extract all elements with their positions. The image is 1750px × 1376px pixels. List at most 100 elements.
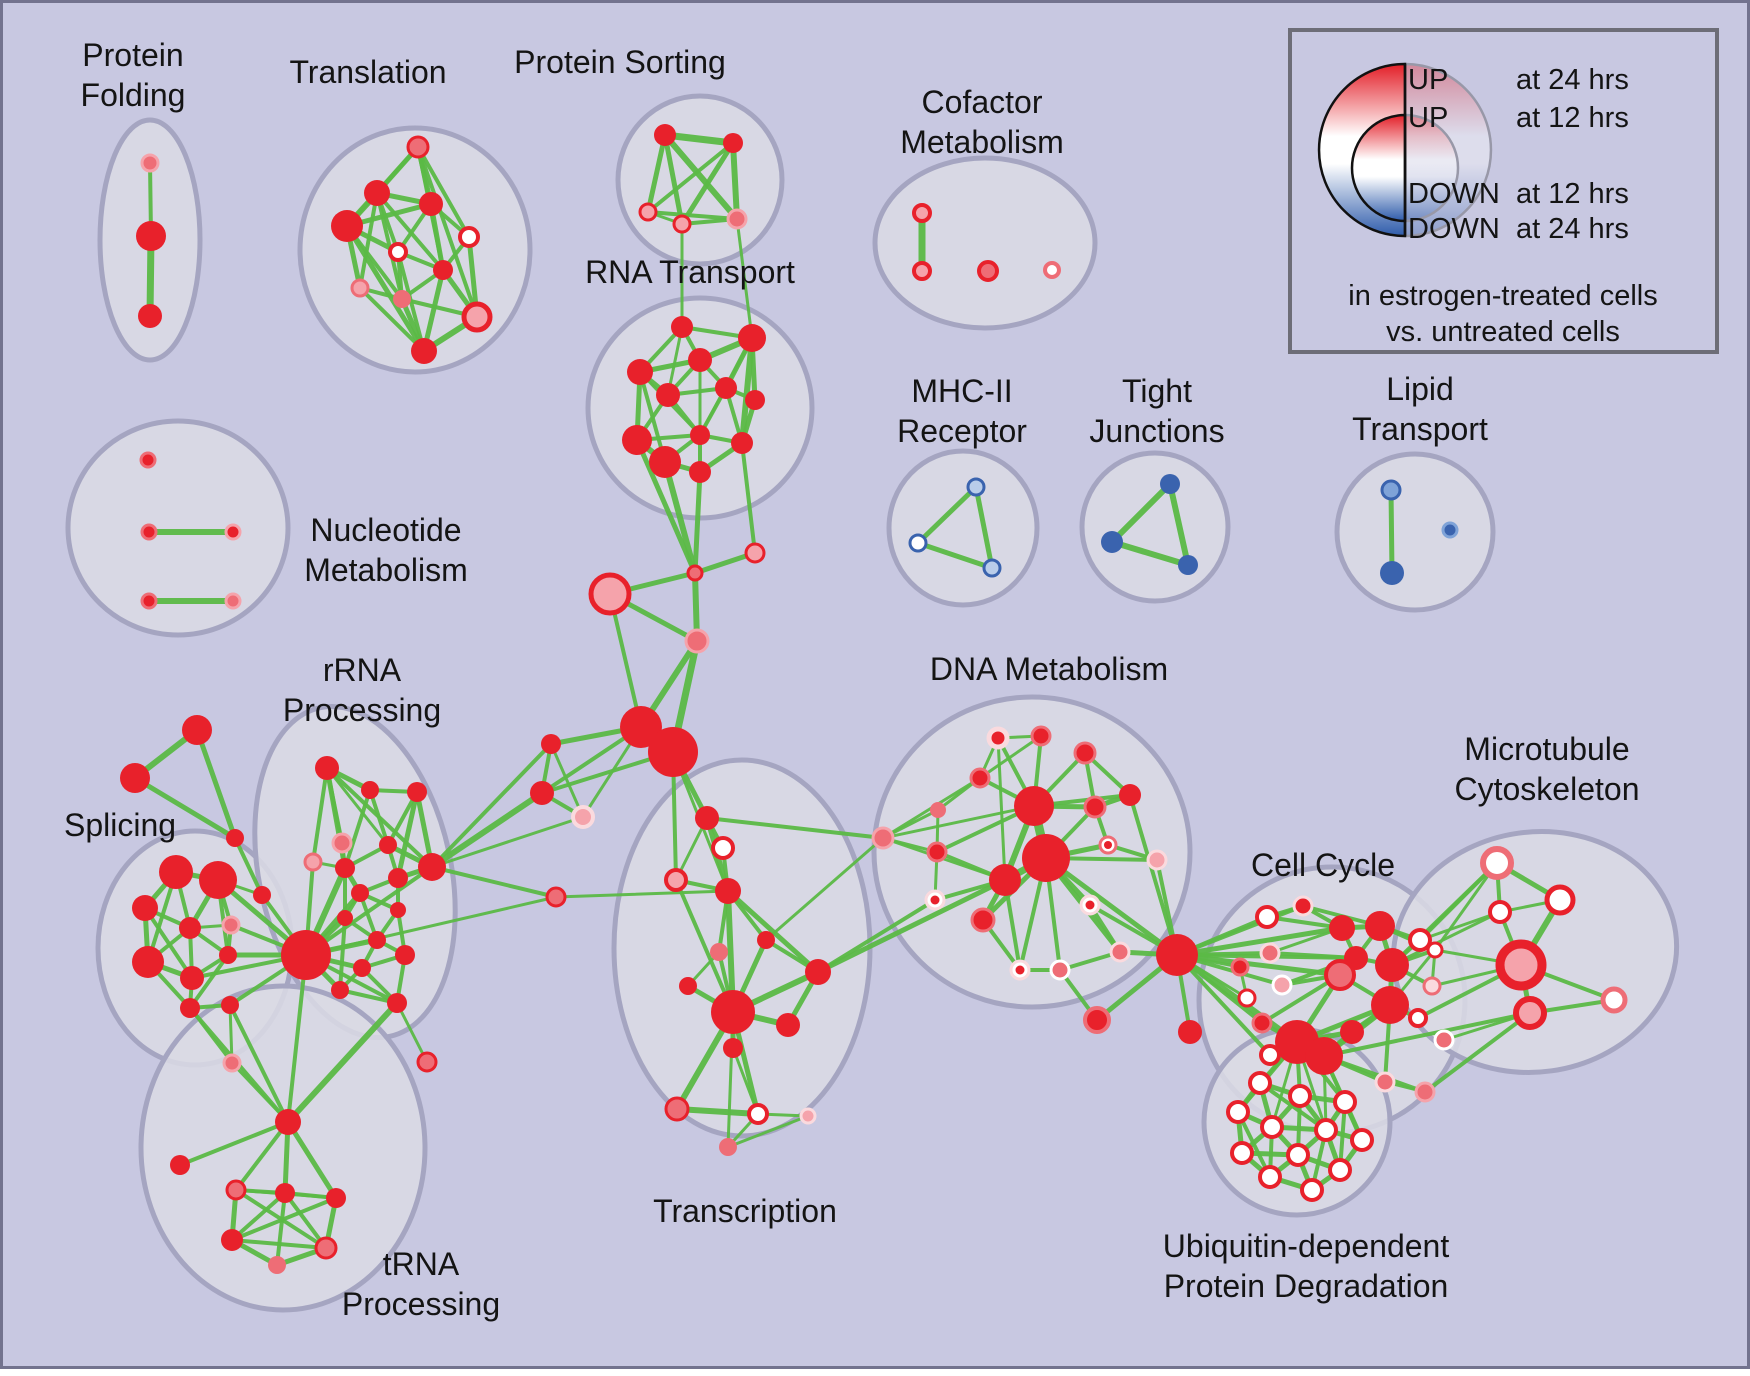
- node-b2: [1288, 1084, 1312, 1108]
- node-g3: [226, 829, 244, 847]
- network-edge: [1174, 952, 1300, 1045]
- node-rt10: [731, 432, 753, 454]
- node-d3: [1073, 741, 1097, 765]
- legend-box: [1288, 28, 1719, 354]
- node-r17: [416, 1051, 438, 1073]
- node-u3: [326, 1188, 346, 1208]
- node-m3: [1488, 900, 1512, 924]
- network-edge: [1043, 855, 1180, 958]
- network-edge: [661, 131, 737, 147]
- node-tj1: [1160, 474, 1180, 494]
- network-edge: [358, 286, 426, 353]
- node-x2: [711, 836, 735, 860]
- cluster-label-transcription: Transcription: [653, 1193, 837, 1229]
- node-c3: [1292, 895, 1314, 917]
- node-x9: [711, 990, 755, 1034]
- network-edge: [726, 1114, 810, 1149]
- node-d15: [970, 907, 996, 933]
- node-b1: [1248, 1071, 1272, 1095]
- node-r16: [387, 993, 407, 1013]
- node-c12: [1329, 915, 1355, 941]
- network-edge: [705, 816, 885, 840]
- cluster-label-mhc-ii-receptor: MHC-II Receptor: [897, 373, 1027, 449]
- node-d13-center-dot: [930, 895, 940, 905]
- node-mh3: [982, 558, 1002, 578]
- network-edge: [311, 766, 329, 864]
- node-m6: [1513, 996, 1547, 1030]
- cluster-label-nucleotide-metabolism: Nucleotide Metabolism: [304, 512, 468, 588]
- network-edge: [662, 132, 740, 222]
- legend-time-label-1: at 12 hrs: [1516, 102, 1629, 134]
- network-edge: [178, 1120, 290, 1167]
- node-rt2: [738, 324, 766, 352]
- network-edge: [132, 775, 238, 841]
- cluster-label-cell-cycle: Cell Cycle: [1251, 847, 1395, 883]
- node-t8: [350, 278, 370, 298]
- node-mh1: [966, 477, 986, 497]
- node-lt3: [1441, 521, 1459, 539]
- network-edge: [662, 459, 698, 576]
- node-d20: [1083, 1006, 1111, 1034]
- node-cm3: [977, 260, 999, 282]
- node-nm1: [139, 451, 157, 469]
- network-edge: [421, 267, 446, 354]
- node-nm2: [140, 523, 158, 541]
- node-d0: [871, 826, 895, 850]
- node-x14: [799, 1107, 817, 1125]
- network-edge: [731, 1046, 760, 1116]
- node-mh2: [908, 533, 928, 553]
- node-t2: [364, 180, 390, 206]
- node-c17: [1371, 986, 1409, 1024]
- node-c18: [1340, 1020, 1364, 1044]
- cluster-ellipse-trna-processing: [138, 983, 428, 1313]
- node-pf1: [140, 153, 160, 173]
- legend-caption-line-1: in estrogen-treated cells: [1348, 280, 1658, 312]
- node-c22: [1433, 1029, 1455, 1051]
- node-l3: [571, 805, 595, 829]
- node-x15: [719, 1138, 737, 1156]
- node-x10: [776, 1013, 800, 1037]
- network-edge: [233, 836, 264, 897]
- node-s10: [221, 996, 239, 1014]
- cluster-label-translation: Translation: [289, 54, 446, 90]
- cluster-label-protein-folding: Protein Folding: [81, 37, 186, 113]
- node-x5: [757, 931, 775, 949]
- network-edge: [679, 140, 736, 227]
- network-edge: [646, 141, 735, 214]
- network-edge: [764, 836, 885, 942]
- network-edge: [368, 788, 390, 847]
- cluster-ellipse-lipid-transport: [1334, 451, 1496, 613]
- network-edge: [429, 790, 545, 870]
- node-s1: [159, 855, 193, 889]
- legend-direction-label-2: DOWN: [1408, 178, 1500, 210]
- node-rt11: [649, 446, 681, 478]
- network-edge: [285, 1119, 339, 1201]
- network-edge: [915, 540, 995, 571]
- node-x13: [747, 1103, 769, 1125]
- node-ta: [170, 1155, 190, 1175]
- node-u4: [221, 1229, 243, 1251]
- network-edge: [996, 736, 1007, 882]
- cluster-label-cofactor-metabolism: Cofactor Metabolism: [900, 84, 1064, 160]
- node-l4: [418, 853, 446, 881]
- network-edge: [1128, 793, 1179, 957]
- legend-dial-inner-right: [1403, 113, 1460, 223]
- node-t7: [433, 260, 453, 280]
- node-c8: [1251, 1012, 1273, 1034]
- node-t10: [461, 301, 493, 333]
- node-d7: [1083, 795, 1107, 819]
- node-cm4: [1043, 261, 1061, 279]
- node-x4: [715, 878, 741, 904]
- network-edge: [816, 898, 937, 974]
- node-tj2: [1101, 531, 1123, 553]
- node-c11: [1305, 1037, 1343, 1075]
- node-d16-center-dot: [1085, 900, 1095, 910]
- node-d18: [1049, 959, 1071, 981]
- node-pf2: [136, 221, 166, 251]
- node-u2: [275, 1183, 295, 1203]
- network-edge: [739, 335, 755, 446]
- network-edge: [646, 210, 739, 221]
- network-edge: [1322, 1011, 1532, 1058]
- network-edge: [1390, 910, 1502, 967]
